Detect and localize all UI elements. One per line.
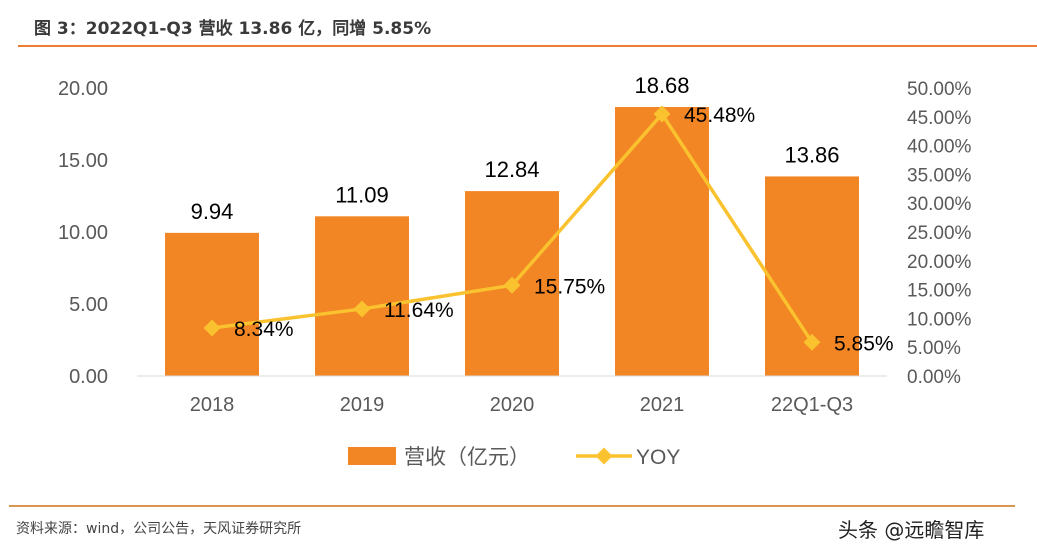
y2-tick-label: 0.00% [907, 367, 961, 388]
yoy-marker [803, 333, 821, 351]
chart: 0.00 5.00 10.00 15.00 20.00 0.00% 5.00% 10.00% 1… [58, 73, 972, 469]
y-tick-label: 10.00 [58, 222, 108, 244]
y2-tick-label: 5.00% [907, 338, 961, 359]
x-tick-label: 2019 [340, 394, 385, 416]
figure-title: 图 3：2022Q1-Q3 营收 13.86 亿，同增 5.85% [34, 19, 432, 39]
y2-tick-label: 25.00% [907, 223, 972, 244]
yoy-data-label: 5.85% [834, 332, 894, 355]
legend-bar-label: 营收（亿元） [404, 446, 530, 469]
y2-tick-label: 30.00% [907, 194, 972, 215]
x-tick-label: 22Q1-Q3 [771, 394, 853, 416]
yoy-data-label: 8.34% [234, 318, 294, 341]
y-tick-label: 5.00 [69, 294, 108, 316]
y2-tick-label: 50.00% [907, 79, 972, 100]
y-tick-label: 20.00 [58, 78, 108, 100]
y2-tick-label: 40.00% [907, 137, 972, 158]
yoy-marker [353, 300, 371, 318]
yoy-marker [653, 105, 671, 123]
yoy-data-label: 15.75% [534, 275, 605, 298]
source-note: 资料来源：wind，公司公告，天风证券研究所 [16, 521, 302, 537]
y2-tick-label: 15.00% [907, 281, 972, 302]
y-tick-label: 15.00 [58, 150, 108, 172]
bar [165, 232, 259, 376]
bar [315, 216, 409, 376]
footer-divider [9, 505, 1015, 507]
x-tick-label: 2021 [640, 394, 685, 416]
bar-data-label: 18.68 [634, 73, 689, 98]
yoy-data-label: 11.64% [384, 299, 454, 322]
bar-data-label: 12.84 [484, 157, 539, 182]
yoy-marker [503, 276, 521, 294]
y2-tick-label: 10.00% [907, 309, 972, 330]
y2-tick-label: 45.00% [907, 108, 972, 129]
yoy-marker [203, 319, 221, 337]
bar-data-label: 13.86 [784, 142, 839, 167]
watermark: 头条 @远瞻智库 [838, 518, 985, 542]
bar [615, 107, 709, 377]
x-tick-label: 2018 [190, 394, 235, 416]
y-tick-label: 0.00 [69, 366, 108, 388]
legend-line-marker [595, 447, 613, 465]
bar-data-label: 11.09 [335, 182, 388, 207]
legend-bar-swatch [348, 447, 396, 465]
legend-line-label: YOY [636, 446, 680, 469]
title-divider [18, 45, 1037, 47]
yoy-data-label: 45.48% [684, 104, 755, 127]
bar-data-label: 9.94 [191, 199, 234, 224]
x-tick-label: 2020 [490, 394, 535, 416]
y2-tick-label: 35.00% [907, 165, 972, 186]
y2-tick-label: 20.00% [907, 252, 972, 273]
